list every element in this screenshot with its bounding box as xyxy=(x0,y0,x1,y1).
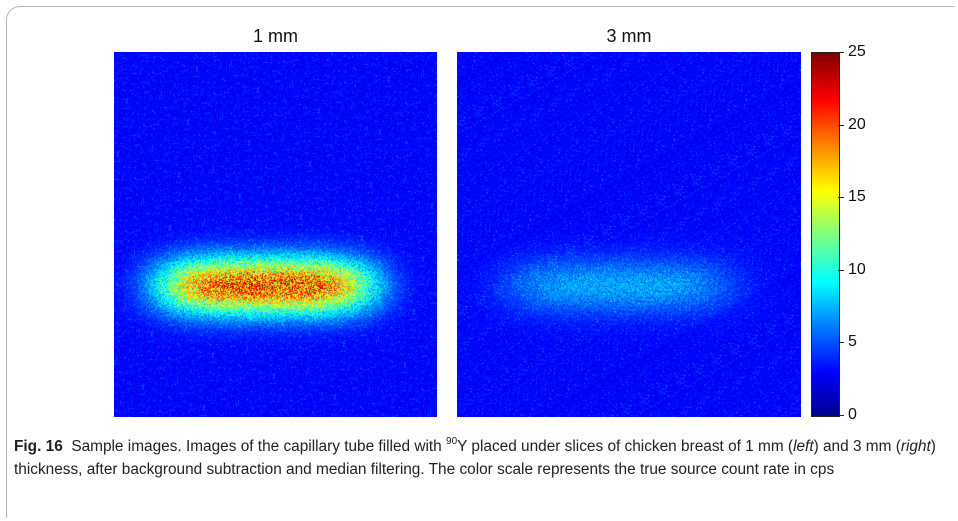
colorbar-tick-label: 20 xyxy=(848,115,866,133)
image-canvas-1mm xyxy=(114,52,437,417)
caption-part2: placed under slices of chicken breast of… xyxy=(467,438,794,455)
colorbar-tick-label: 0 xyxy=(848,406,857,423)
caption-isotope-symbol: Y xyxy=(457,438,468,455)
colorbar-tick xyxy=(838,124,844,126)
colorbar-tick-label: 10 xyxy=(848,260,866,278)
caption-part4: ) thickness, after background subtractio… xyxy=(14,438,936,478)
colorbar-tick xyxy=(838,342,844,344)
caption-isotope-mass: 90 xyxy=(446,435,458,447)
caption-left-word: left xyxy=(793,438,814,455)
figure-caption: Fig. 16 Sample images. Images of the cap… xyxy=(14,436,944,481)
image-canvas-3mm xyxy=(457,52,801,417)
caption-right-word: right xyxy=(900,438,931,455)
caption-part1: Images of the capillary tube filled with xyxy=(181,438,447,455)
colorbar-tick-label: 15 xyxy=(848,188,866,206)
colorbar-tick xyxy=(838,415,844,416)
image-panel-3mm xyxy=(457,52,801,417)
colorbar xyxy=(811,52,840,417)
colorbar-tick-label: 5 xyxy=(848,333,857,351)
colorbar-tick xyxy=(838,197,844,199)
caption-sentence1: Sample images. xyxy=(71,438,182,455)
colorbar-tick xyxy=(838,52,844,53)
panel-title-3mm: 3 mm xyxy=(606,26,652,46)
colorbar-tick-label: 25 xyxy=(848,43,866,60)
figure-frame xyxy=(6,6,954,518)
caption-label: Fig. 16 xyxy=(14,438,63,455)
colorbar-tick xyxy=(838,269,844,271)
caption-part3: ) and 3 mm ( xyxy=(813,438,901,455)
image-panel-1mm xyxy=(114,52,437,417)
panel-title-1mm: 1 mm xyxy=(253,26,298,46)
